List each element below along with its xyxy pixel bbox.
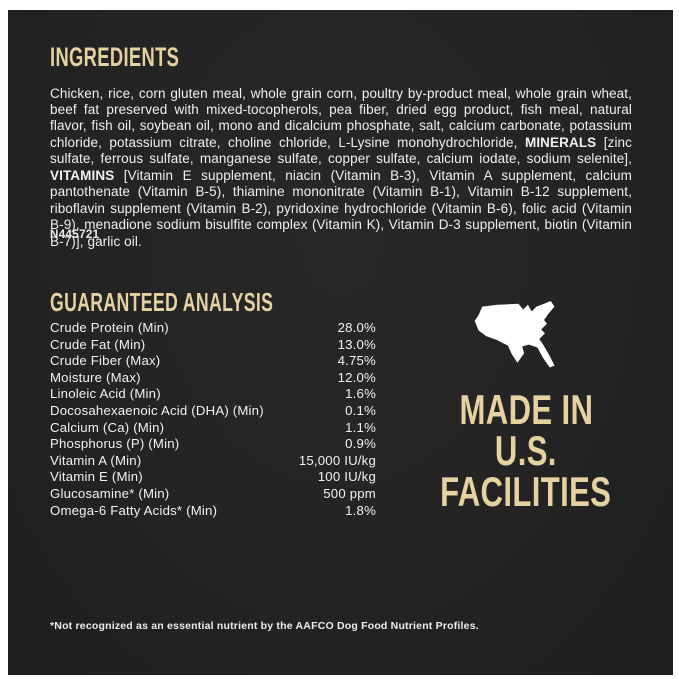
- analysis-row-value: 12.0%: [337, 369, 376, 385]
- vitamins-keyword: VITAMINS: [50, 167, 115, 183]
- lot-code: N445721: [50, 229, 100, 241]
- analysis-row-label: Crude Fat (Min): [50, 336, 146, 352]
- analysis-row-label: Crude Fiber (Max): [50, 353, 161, 369]
- analysis-row-label: Moisture (Max): [50, 369, 141, 385]
- made-in-line-3: FACILITIES: [440, 468, 612, 515]
- ingredients-text-part: [zinc sulfate, ferrous sulfate, manganes…: [50, 134, 632, 167]
- table-row: Linoleic Acid (Min) 1.6%: [50, 386, 376, 403]
- made-in-line-2: U.S.: [495, 427, 557, 474]
- aafco-footnote: *Not recognized as an essential nutrient…: [50, 620, 479, 632]
- table-row: Calcium (Ca) (Min) 1.1%: [50, 420, 376, 437]
- analysis-row-label: Docosahexaenoic Acid (DHA) (Min): [50, 402, 264, 418]
- analysis-row-value: 13.0%: [337, 336, 376, 352]
- analysis-row-value: 15,000 IU/kg: [298, 452, 376, 468]
- ingredients-paragraph: Chicken, rice, corn gluten meal, whole g…: [50, 86, 632, 251]
- ingredients-text-part: [Vitamin E supplement, niacin (Vitamin B…: [50, 167, 632, 249]
- analysis-row-label: Linoleic Acid (Min): [50, 386, 161, 402]
- table-row: Glucosamine* (Min) 500 ppm: [50, 486, 376, 503]
- analysis-row-value: 100 IU/kg: [317, 469, 376, 485]
- ingredients-heading-text: INGREDIENTS: [50, 42, 180, 72]
- ingredients-text-part: Chicken, rice, corn gluten meal, whole g…: [50, 85, 632, 150]
- analysis-row-label: Vitamin A (Min): [50, 452, 142, 468]
- table-row: Omega-6 Fatty Acids* (Min) 1.8%: [50, 503, 376, 520]
- made-in-text: MADE IN U.S. FACILITIES: [396, 386, 656, 515]
- analysis-row-label: Calcium (Ca) (Min): [50, 419, 165, 435]
- analysis-row-value: 0.9%: [345, 436, 376, 452]
- guaranteed-analysis-heading-text: GUARANTEED ANALYSIS: [50, 287, 274, 317]
- analysis-row-value: 4.75%: [337, 353, 376, 369]
- table-row: Vitamin A (Min) 15,000 IU/kg: [50, 453, 376, 470]
- table-row: Phosphorus (P) (Min) 0.9%: [50, 436, 376, 453]
- minerals-keyword: MINERALS: [524, 134, 597, 150]
- analysis-row-value: 1.1%: [345, 419, 376, 435]
- ingredients-heading: INGREDIENTS: [50, 43, 240, 71]
- analysis-row-value: 28.0%: [337, 320, 376, 335]
- analysis-row-value: 1.6%: [345, 386, 376, 402]
- analysis-row-label: Crude Protein (Min): [50, 320, 169, 335]
- analysis-row-label: Phosphorus (P) (Min): [50, 436, 180, 452]
- table-row: Crude Fat (Min) 13.0%: [50, 337, 376, 354]
- table-row: Crude Fiber (Max) 4.75%: [50, 353, 376, 370]
- analysis-row-value: 1.8%: [345, 502, 376, 518]
- analysis-row-label: Vitamin E (Min): [50, 469, 143, 485]
- guaranteed-analysis-heading: GUARANTEED ANALYSIS: [50, 289, 378, 316]
- made-in-us-facilities-block: MADE IN U.S. FACILITIES: [396, 300, 656, 515]
- table-row: Docosahexaenoic Acid (DHA) (Min) 0.1%: [50, 403, 376, 420]
- made-in-line-1: MADE IN: [459, 386, 593, 433]
- product-label-panel: INGREDIENTS Chicken, rice, corn gluten m…: [8, 10, 673, 675]
- table-row: Moisture (Max) 12.0%: [50, 370, 376, 387]
- usa-map-icon: [474, 300, 555, 368]
- table-row: Crude Protein (Min) 28.0%: [50, 320, 376, 337]
- analysis-row-label: Glucosamine* (Min): [50, 485, 170, 501]
- guaranteed-analysis-table: Crude Protein (Min) 28.0% Crude Fat (Min…: [50, 320, 376, 519]
- analysis-row-label: Omega-6 Fatty Acids* (Min): [50, 502, 218, 518]
- analysis-row-value: 0.1%: [345, 402, 376, 418]
- table-row: Vitamin E (Min) 100 IU/kg: [50, 469, 376, 486]
- analysis-row-value: 500 ppm: [323, 485, 376, 501]
